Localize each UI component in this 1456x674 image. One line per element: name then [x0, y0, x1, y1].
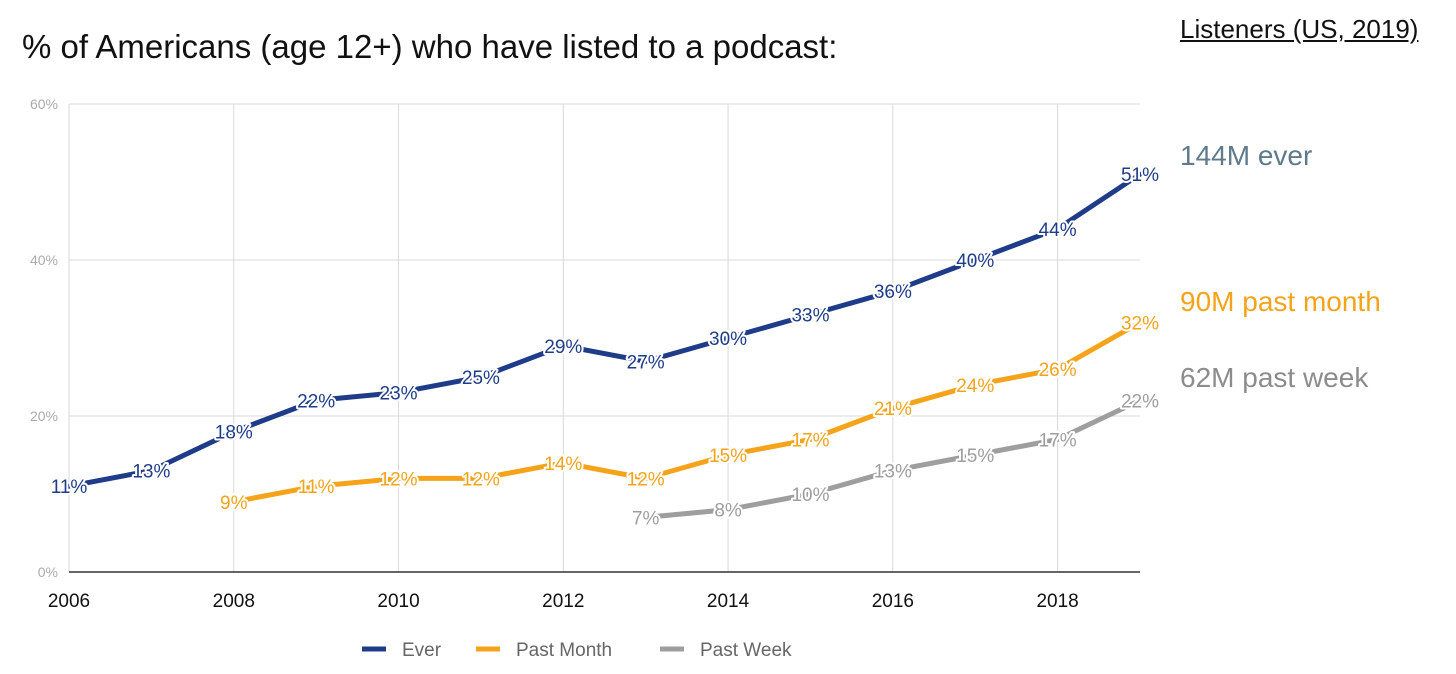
data-label: 9% [220, 493, 248, 514]
data-label-halo: 17% [791, 430, 829, 451]
chart-data-labels: 11%11%13%13%18%18%22%22% 23%23%25%25%29%2… [49, 163, 1161, 531]
y-tick-label: 20% [30, 408, 58, 424]
chart-title: % of Americans (age 12+) who have listed… [22, 28, 838, 65]
data-label-halo: 22% [1121, 391, 1159, 412]
data-label-halo: 12% [462, 469, 500, 490]
data-label: 14% [544, 454, 582, 475]
data-label: 15% [709, 446, 747, 467]
stat-past-week-listeners: 62M past week [1180, 362, 1369, 393]
data-label-halo: 15% [956, 446, 994, 467]
series-line-ever [66, 171, 1143, 489]
data-label-halo: 15% [709, 446, 747, 467]
data-label: 17% [791, 430, 829, 451]
data-label: 51% [1121, 165, 1159, 186]
data-label-halo: 12% [627, 469, 665, 490]
data-label: 7% [632, 508, 660, 529]
data-label-halo: 51% [1121, 165, 1159, 186]
legend-label: Past Month [516, 640, 612, 661]
data-label: 40% [956, 251, 994, 272]
data-label-halo: 40% [956, 251, 994, 272]
x-tick-label: 2018 [1036, 591, 1078, 612]
stat-ever-listeners: 144M ever [1180, 140, 1313, 171]
data-label-halo: 7% [632, 508, 660, 529]
data-label: 13% [874, 462, 912, 483]
x-tick-label: 2012 [542, 591, 584, 612]
data-label-halo: 12% [380, 469, 418, 490]
side-panel-heading: Listeners (US, 2019) [1180, 14, 1419, 44]
data-label-halo: 26% [1039, 360, 1077, 381]
data-label: 15% [956, 446, 994, 467]
data-label-halo: 25% [462, 368, 500, 389]
x-tick-label: 2016 [872, 591, 914, 612]
data-label: 8% [714, 501, 742, 522]
data-label-halo: 44% [1039, 220, 1077, 241]
data-label: 22% [297, 391, 335, 412]
data-label-halo: 10% [791, 485, 829, 506]
chart-series-lines [66, 171, 1143, 520]
x-tick-label: 2006 [48, 591, 90, 612]
data-label-halo: 23% [380, 384, 418, 405]
data-label-halo: 32% [1121, 313, 1159, 334]
data-label: 27% [627, 352, 665, 373]
data-label-halo: 14% [544, 454, 582, 475]
x-tick-label: 2010 [377, 591, 419, 612]
y-tick-label: 0% [38, 564, 58, 580]
x-tick-label: 2008 [213, 591, 255, 612]
data-label: 24% [956, 376, 994, 397]
data-label: 18% [215, 423, 253, 444]
data-label: 36% [874, 282, 912, 303]
data-label: 12% [462, 469, 500, 490]
data-label: 30% [709, 329, 747, 350]
data-label-halo: 13% [874, 462, 912, 483]
data-label: 29% [544, 337, 582, 358]
y-tick-label: 60% [30, 96, 58, 112]
data-label: 17% [1039, 430, 1077, 451]
chart-legend: Ever Past Month Past Week [362, 640, 792, 661]
data-label-halo: 18% [215, 423, 253, 444]
data-label-halo: 29% [544, 337, 582, 358]
data-label: 25% [462, 368, 500, 389]
data-label: 12% [380, 469, 418, 490]
data-label: 11% [51, 477, 88, 498]
data-label-halo: 11% [51, 477, 88, 498]
data-label-halo: 30% [709, 329, 747, 350]
line-chart: 0%20%40%60%2006 2008 2010 2012 2014 2016 2018 … [30, 96, 1161, 661]
data-label: 32% [1121, 313, 1159, 334]
data-label: 21% [874, 399, 912, 420]
legend-label: Ever [402, 640, 442, 661]
data-label: 44% [1039, 220, 1077, 241]
legend-label: Past Week [700, 640, 792, 661]
data-label-halo: 22% [297, 391, 335, 412]
series-line-past-week [643, 397, 1143, 520]
data-label: 13% [132, 462, 170, 483]
series-line-past-month [231, 319, 1143, 505]
data-label-halo: 11% [298, 477, 335, 498]
data-label-halo: 9% [220, 493, 248, 514]
data-label-halo: 8% [714, 501, 742, 522]
chart-axes: 0% 20% 40% 60% 2006 2008 2010 2012 2014 2016 2018 [30, 96, 1140, 612]
data-label: 11% [298, 477, 335, 498]
data-label: 26% [1039, 360, 1077, 381]
data-label-halo: 17% [1039, 430, 1077, 451]
data-label-halo: 33% [791, 306, 829, 327]
data-label-halo: 24% [956, 376, 994, 397]
y-tick-label: 40% [30, 252, 58, 268]
data-label-halo: 21% [874, 399, 912, 420]
stat-past-month-listeners: 90M past month [1180, 286, 1381, 317]
data-label: 10% [791, 485, 829, 506]
chart-grid [68, 103, 1140, 572]
data-label: 23% [380, 384, 418, 405]
data-label-halo: 27% [627, 352, 665, 373]
data-label: 12% [627, 469, 665, 490]
data-label: 33% [791, 306, 829, 327]
data-label: 22% [1121, 391, 1159, 412]
x-tick-label: 2014 [707, 591, 750, 612]
data-label-halo: 36% [874, 282, 912, 303]
data-label-halo: 13% [132, 462, 170, 483]
